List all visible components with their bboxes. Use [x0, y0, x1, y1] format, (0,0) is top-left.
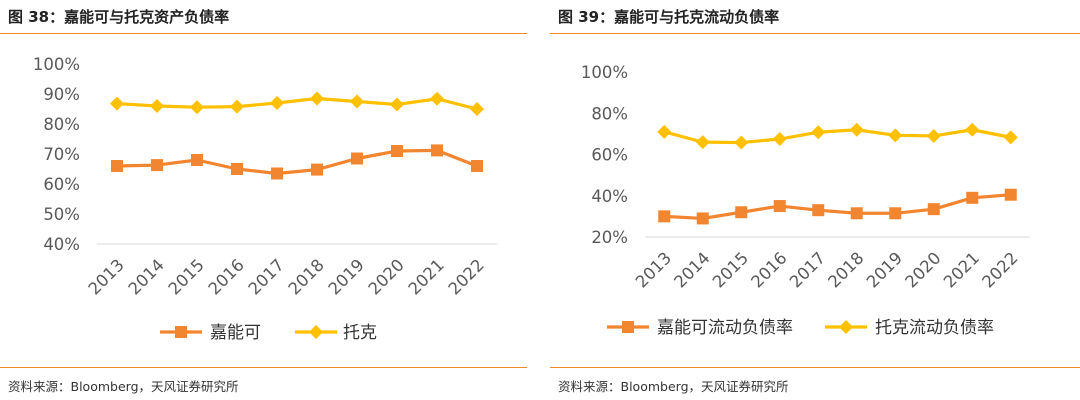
data-point-square	[658, 210, 671, 223]
y-tick-label: 100%	[33, 55, 80, 74]
x-tick-label: 2022	[978, 248, 1021, 291]
data-point-diamond	[150, 99, 164, 113]
figure-39-title: 图 39：嘉能可与托克流动负债率	[558, 8, 780, 26]
legend-label: 嘉能可	[210, 323, 261, 343]
data-point-square	[231, 163, 243, 175]
data-point-diamond	[230, 99, 244, 114]
debt-ratio-chart: 40%50%60%70%80%90%100%201320142015201620…	[33, 55, 497, 343]
y-tick-label: 50%	[43, 205, 80, 224]
data-point-square	[471, 160, 483, 172]
series-line-1	[116, 96, 478, 111]
x-tick-label: 2016	[747, 248, 790, 291]
figure-39-source: 资料来源：Bloomberg，天风证券研究所	[558, 379, 789, 394]
data-point-square	[151, 159, 163, 172]
data-point-square	[850, 207, 863, 220]
y-tick-label: 80%	[43, 115, 80, 134]
x-tick-label: 2013	[85, 255, 128, 298]
data-point-diamond	[470, 102, 484, 116]
x-tick-label: 2014	[125, 255, 168, 298]
data-point-square	[351, 152, 363, 165]
figure-38-source: 资料来源：Bloomberg，天风证券研究所	[8, 379, 239, 394]
x-tick-label: 2015	[165, 255, 208, 298]
data-point-diamond	[811, 125, 826, 140]
data-point-diamond	[926, 128, 941, 143]
y-tick-label: 60%	[591, 146, 628, 165]
x-tick-label: 2014	[670, 248, 713, 291]
legend-marker-square	[622, 321, 634, 333]
x-tick-label: 2021	[405, 255, 448, 298]
y-tick-label: 40%	[43, 235, 80, 254]
data-point-square	[431, 144, 443, 157]
legend-marker-diamond	[839, 320, 853, 334]
x-tick-label: 2019	[325, 255, 368, 298]
data-point-diamond	[734, 135, 749, 150]
x-tick-label: 2013	[632, 248, 675, 291]
data-point-square	[111, 160, 123, 172]
x-tick-label: 2021	[940, 248, 983, 291]
series-line-0	[664, 193, 1011, 221]
data-point-diamond	[430, 91, 444, 106]
x-tick-label: 2019	[863, 248, 906, 291]
y-tick-label: 90%	[43, 85, 80, 104]
legend-label: 托克流动负债率	[875, 318, 994, 338]
legend-marker-diamond	[309, 325, 323, 339]
data-point-square	[773, 200, 786, 213]
data-point-diamond	[110, 96, 124, 111]
data-point-diamond	[190, 100, 204, 115]
data-point-diamond	[350, 94, 364, 109]
y-tick-label: 100%	[581, 63, 628, 82]
data-point-square	[889, 207, 902, 220]
data-point-square	[927, 203, 940, 216]
data-point-square	[1004, 188, 1017, 201]
x-tick-label: 2017	[786, 248, 829, 291]
x-tick-label: 2018	[824, 248, 867, 291]
source-rule	[0, 367, 527, 368]
x-tick-label: 2018	[285, 255, 328, 298]
data-point-square	[812, 204, 825, 217]
y-tick-label: 60%	[43, 175, 80, 194]
x-tick-label: 2015	[709, 248, 752, 291]
x-tick-label: 2016	[205, 255, 248, 298]
data-point-diamond	[849, 122, 864, 137]
x-tick-label: 2020	[365, 255, 408, 298]
source-rule	[550, 367, 1080, 368]
data-point-square	[311, 163, 323, 176]
data-point-square	[191, 154, 203, 166]
title-rule	[550, 33, 1080, 34]
y-tick-label: 70%	[43, 145, 80, 164]
data-point-square	[966, 191, 979, 204]
data-point-diamond	[270, 96, 284, 110]
series-line-1	[663, 128, 1012, 145]
data-point-diamond	[965, 122, 980, 137]
data-point-diamond	[310, 91, 324, 106]
y-tick-label: 80%	[591, 104, 628, 123]
data-point-diamond	[888, 128, 903, 143]
figure-38-title: 图 38：嘉能可与托克资产负债率	[8, 8, 230, 26]
x-tick-label: 2017	[245, 255, 288, 298]
series-line-0	[116, 148, 478, 176]
legend-label: 托克	[343, 323, 377, 343]
y-tick-label: 20%	[591, 228, 628, 247]
current-liability-ratio-chart: 20% 40% 60% 80% 100% 201320142015201620172018…	[581, 63, 1030, 338]
data-point-diamond	[390, 97, 404, 112]
title-rule	[0, 33, 527, 34]
data-point-diamond	[772, 132, 787, 147]
data-point-square	[271, 167, 283, 180]
x-tick-label: 2020	[901, 248, 944, 291]
figure-39-panel: 图 39：嘉能可与托克流动负债率 20% 40% 60% 80% 100% 2013 201…	[550, 0, 1080, 400]
data-point-diamond	[695, 135, 710, 150]
legend-marker-square	[175, 326, 187, 338]
data-point-diamond	[657, 124, 672, 139]
data-point-square	[391, 145, 403, 157]
y-tick-label: 40%	[591, 187, 628, 206]
data-point-square	[735, 206, 748, 219]
legend-label: 嘉能可流动负债率	[657, 318, 793, 338]
figure-38-panel: 图 38：嘉能可与托克资产负债率 40% 50% 60% 70% 80% 90% 100% 2…	[0, 0, 527, 400]
data-point-square	[696, 212, 709, 225]
data-point-diamond	[1003, 130, 1018, 145]
x-tick-label: 2022	[445, 255, 488, 298]
